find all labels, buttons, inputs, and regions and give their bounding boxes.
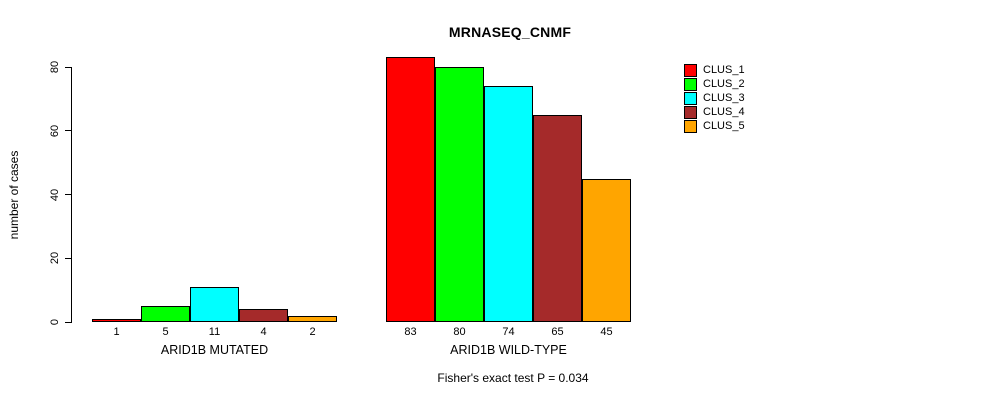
bar-value-label: 5 <box>162 326 169 338</box>
subtitle: Fisher's exact test P = 0.034 <box>437 371 589 385</box>
legend-swatch-icon <box>684 78 697 91</box>
y-tick-label: 60 <box>49 124 61 137</box>
y-axis-label: number of cases <box>7 150 21 240</box>
y-tick-label: 40 <box>49 188 61 201</box>
bar-clus_1-group2 <box>386 57 435 322</box>
legend-label: CLUS_4 <box>703 106 745 118</box>
y-axis-line <box>71 67 72 323</box>
y-tick-mark <box>65 194 72 195</box>
bar-clus_3-group2 <box>484 86 533 322</box>
bar-value-label: 2 <box>309 326 316 338</box>
bar-clus_3-group1 <box>190 286 239 322</box>
legend-label: CLUS_3 <box>703 92 745 104</box>
y-tick-label: 0 <box>49 318 61 326</box>
y-tick-label: 80 <box>49 60 61 74</box>
bar-clus_1-group1 <box>92 318 141 322</box>
y-tick-label: 20 <box>49 252 61 265</box>
legend-swatch-icon <box>684 106 697 119</box>
bar-value-label: 4 <box>260 326 267 338</box>
legend-swatch-icon <box>684 120 697 133</box>
bar-clus_2-group2 <box>435 67 484 322</box>
bar-value-label: 74 <box>502 326 515 338</box>
bar-clus_5-group2 <box>582 178 631 322</box>
bar-clus_2-group1 <box>141 306 190 322</box>
bar-value-label: 65 <box>551 326 564 338</box>
x-group-label: ARID1B MUTATED <box>160 343 269 357</box>
bar-value-label: 45 <box>600 326 613 338</box>
bar-value-label: 11 <box>208 326 221 338</box>
y-tick-mark <box>65 130 72 132</box>
legend-label: CLUS_1 <box>703 64 745 76</box>
y-tick-mark <box>65 66 72 68</box>
y-tick-mark <box>65 321 72 323</box>
bar-value-label: 80 <box>453 326 466 338</box>
legend-swatch-icon <box>684 92 697 105</box>
legend-label: CLUS_5 <box>703 120 745 132</box>
legend-label: CLUS_2 <box>703 78 745 90</box>
x-group-label: ARID1B WILD-TYPE <box>450 343 567 357</box>
bar-clus_4-group1 <box>239 309 288 322</box>
bar-clus_4-group2 <box>533 114 582 322</box>
bar-value-label: 1 <box>113 326 120 338</box>
legend-swatch-icon <box>684 64 697 77</box>
chart-title: MRNASEQ_CNMF <box>448 24 572 40</box>
bar-clus_5-group1 <box>288 315 337 322</box>
bar-value-label: 83 <box>404 326 417 338</box>
y-tick-mark <box>65 257 72 259</box>
